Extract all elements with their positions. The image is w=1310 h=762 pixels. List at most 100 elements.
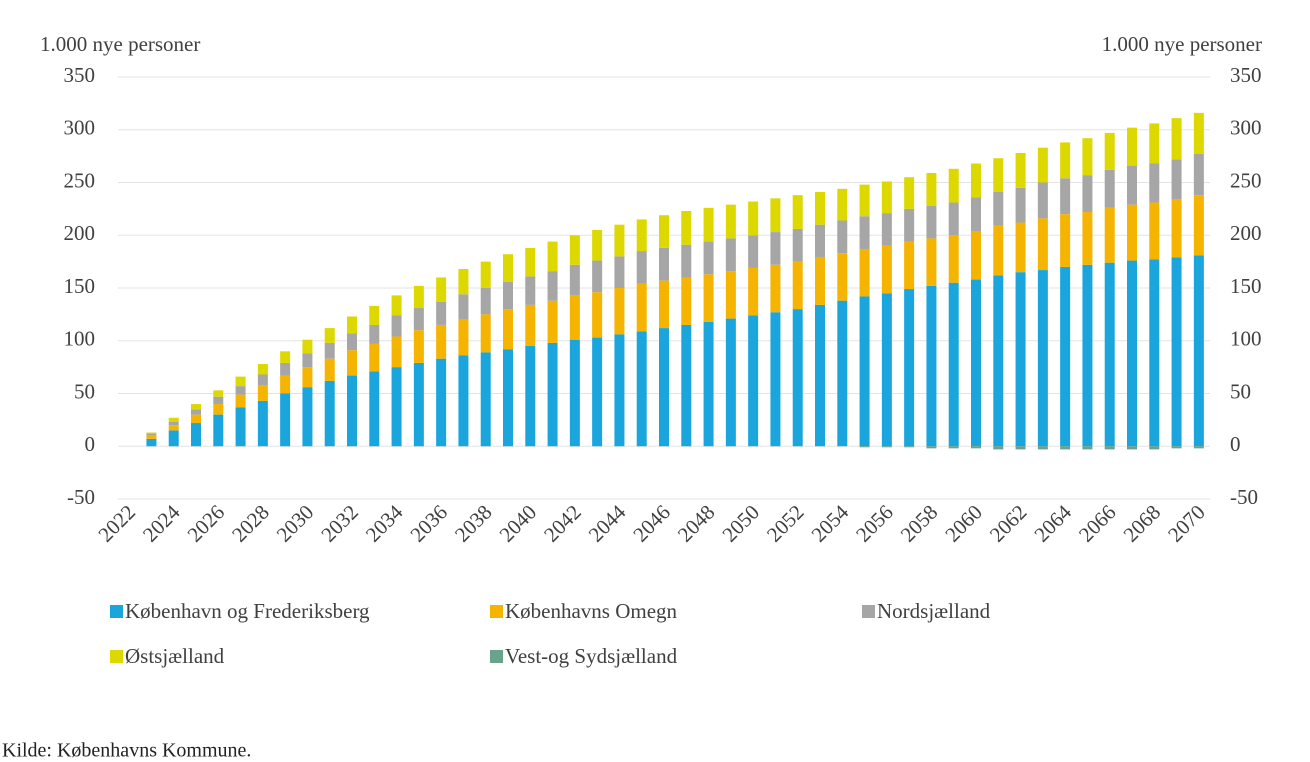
- bar-segment: [525, 304, 536, 347]
- bar-segment: [770, 198, 781, 233]
- y2-axis-label: 1.000 nye personer: [1102, 32, 1262, 56]
- bar-segment: [213, 404, 224, 415]
- bar-segment: [1082, 138, 1093, 176]
- bar-segment: [213, 396, 224, 405]
- bar-segment: [1127, 165, 1137, 205]
- bar-segment: [413, 330, 424, 363]
- bar-segment: [1104, 207, 1115, 263]
- bar-segment: [458, 355, 469, 447]
- bar-segment: [1082, 446, 1093, 450]
- bar-segment: [859, 296, 870, 447]
- bar-segment: [614, 256, 625, 288]
- bar-segment: [859, 184, 870, 217]
- bar-segment: [659, 328, 669, 447]
- legend-label: København og Frederiksberg: [125, 599, 370, 623]
- bar-segment: [770, 264, 781, 313]
- bar-segment: [1171, 199, 1182, 258]
- bar-segment: [636, 251, 647, 284]
- bar-segment: [525, 276, 536, 305]
- bar-segment: [904, 289, 915, 447]
- bar-segment: [1127, 260, 1137, 447]
- bar-segment: [770, 232, 781, 265]
- bar-segment: [436, 324, 447, 359]
- y2-tick-label: 150: [1230, 274, 1262, 298]
- bar-segment: [347, 350, 357, 376]
- bar-segment: [1060, 446, 1071, 450]
- bar-segment: [681, 244, 692, 278]
- y2-tick-label: 50: [1230, 379, 1251, 403]
- bar-segment: [413, 308, 424, 331]
- bar-segment: [525, 247, 536, 277]
- bar-segment: [146, 432, 157, 434]
- bar-segment: [792, 261, 803, 310]
- bar-segment: [1149, 123, 1160, 164]
- bar-segment: [1015, 222, 1026, 273]
- bar-segment: [592, 229, 603, 261]
- legend-swatch: [490, 650, 503, 663]
- bar-segment: [347, 333, 357, 351]
- bar-segment: [257, 400, 268, 447]
- bar-segment: [1104, 446, 1115, 450]
- bar-segment: [614, 224, 625, 257]
- bar-segment: [391, 367, 402, 447]
- bar-segment: [659, 215, 669, 248]
- bar-segment: [1171, 257, 1182, 447]
- bar-segment: [592, 292, 603, 338]
- bar-segment: [480, 288, 491, 315]
- bar-segment: [971, 231, 981, 280]
- bar-segment: [1082, 175, 1093, 213]
- bar-segment: [369, 343, 380, 372]
- bar-segment: [324, 342, 335, 359]
- bar-segment: [948, 168, 959, 203]
- bar-segment: [592, 260, 603, 293]
- bar-segment: [458, 294, 469, 320]
- bar-segment: [302, 353, 313, 368]
- bar-segment: [1171, 446, 1182, 449]
- y-axis-label: 1.000 nye personer: [40, 32, 200, 56]
- y2-tick-label: -50: [1230, 485, 1258, 509]
- bar-segment: [280, 351, 291, 363]
- bar-segment: [302, 387, 313, 447]
- bar-segment: [1193, 154, 1204, 196]
- bar-segment: [569, 235, 580, 265]
- bar-segment: [1015, 272, 1026, 447]
- bar-segment: [480, 261, 491, 288]
- y-tick-label: 0: [85, 432, 96, 456]
- bar-segment: [792, 228, 803, 262]
- bar-segment: [257, 363, 268, 375]
- bar-segment: [391, 336, 402, 368]
- bar-segment: [859, 248, 870, 297]
- y-tick-label: 150: [64, 274, 96, 298]
- bar-segment: [703, 207, 714, 242]
- bar-segment: [748, 235, 759, 268]
- bar-segment: [748, 267, 759, 316]
- bar-segment: [1060, 142, 1071, 179]
- bar-segment: [725, 204, 736, 239]
- bar-segment: [146, 433, 157, 436]
- bar-segment: [636, 219, 647, 252]
- bar-segment: [168, 425, 179, 431]
- y2-tick-label: 0: [1230, 432, 1241, 456]
- bar-segment: [904, 446, 915, 448]
- bar-segment: [681, 277, 692, 325]
- bar-segment: [837, 253, 848, 301]
- bar-segment: [191, 409, 201, 415]
- bar-segment: [703, 274, 714, 322]
- bar-segment: [770, 312, 781, 447]
- bar-segment: [815, 304, 825, 447]
- bar-segment: [436, 277, 447, 302]
- bar-segment: [971, 163, 981, 198]
- bar-segment: [815, 257, 825, 305]
- bar-segment: [703, 241, 714, 275]
- bar-segment: [235, 394, 246, 408]
- bar-segment: [436, 358, 447, 447]
- bar-segment: [993, 158, 1004, 192]
- legend-swatch: [110, 650, 123, 663]
- bar-segment: [1104, 169, 1115, 208]
- bar-segment: [971, 279, 981, 447]
- y-tick-label: 200: [64, 221, 96, 245]
- bar-segment: [413, 362, 424, 447]
- bar-segment: [168, 417, 179, 422]
- bar-segment: [748, 315, 759, 447]
- bar-segment: [1193, 195, 1204, 256]
